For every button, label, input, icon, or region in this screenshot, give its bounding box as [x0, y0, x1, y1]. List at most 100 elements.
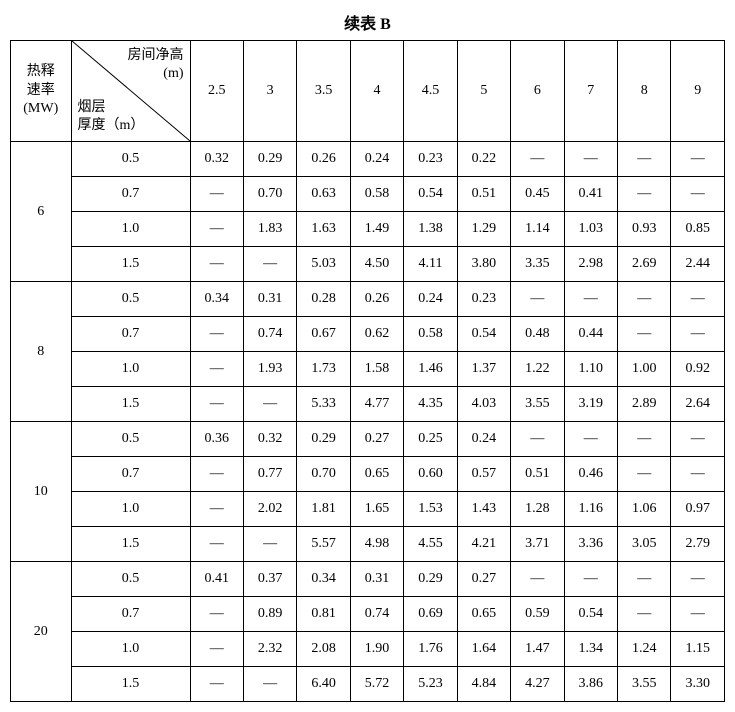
header-smoke-thickness: 烟层厚度（m）: [78, 99, 145, 135]
value-cell: 0.37: [243, 562, 296, 597]
table-row: 1.5——5.334.774.354.033.553.192.892.64: [11, 387, 725, 422]
value-cell: 0.51: [511, 457, 564, 492]
table-row: 0.7—0.770.700.650.600.570.510.46——: [11, 457, 725, 492]
value-cell: 0.54: [457, 317, 510, 352]
value-cell: 1.83: [243, 212, 296, 247]
value-cell: —: [243, 527, 296, 562]
value-cell: 4.98: [350, 527, 403, 562]
value-cell: 1.58: [350, 352, 403, 387]
value-cell: 4.50: [350, 247, 403, 282]
table-row: 80.50.340.310.280.260.240.23————: [11, 282, 725, 317]
value-cell: 2.64: [671, 387, 725, 422]
value-cell: 0.32: [243, 422, 296, 457]
thickness-cell: 0.7: [71, 177, 190, 212]
value-cell: 4.21: [457, 527, 510, 562]
col-header: 2.5: [190, 41, 243, 142]
value-cell: 0.26: [297, 142, 350, 177]
value-cell: 1.76: [404, 632, 457, 667]
thickness-cell: 1.0: [71, 212, 190, 247]
thickness-cell: 0.7: [71, 317, 190, 352]
value-cell: 4.77: [350, 387, 403, 422]
table-row: 0.7—0.700.630.580.540.510.450.41——: [11, 177, 725, 212]
thickness-cell: 1.0: [71, 352, 190, 387]
value-cell: 0.26: [350, 282, 403, 317]
value-cell: —: [190, 597, 243, 632]
value-cell: 0.44: [564, 317, 617, 352]
value-cell: 0.34: [190, 282, 243, 317]
col-header: 8: [618, 41, 671, 142]
data-table: 热释速率(MW) 房间净高(m) 烟层厚度（m） 2.5 3 3.5 4 4.5…: [10, 40, 725, 702]
table-head: 热释速率(MW) 房间净高(m) 烟层厚度（m） 2.5 3 3.5 4 4.5…: [11, 41, 725, 142]
value-cell: 4.03: [457, 387, 510, 422]
value-cell: 0.54: [564, 597, 617, 632]
group-label: 6: [11, 142, 72, 282]
thickness-cell: 1.5: [71, 527, 190, 562]
value-cell: 0.74: [350, 597, 403, 632]
value-cell: 0.70: [297, 457, 350, 492]
value-cell: 0.29: [404, 562, 457, 597]
value-cell: 1.06: [618, 492, 671, 527]
value-cell: —: [243, 247, 296, 282]
value-cell: 0.65: [457, 597, 510, 632]
table-row: 60.50.320.290.260.240.230.22————: [11, 142, 725, 177]
value-cell: 0.63: [297, 177, 350, 212]
col-header: 7: [564, 41, 617, 142]
value-cell: 1.03: [564, 212, 617, 247]
value-cell: 0.62: [350, 317, 403, 352]
value-cell: 0.36: [190, 422, 243, 457]
value-cell: —: [671, 317, 725, 352]
value-cell: 0.22: [457, 142, 510, 177]
value-cell: —: [511, 282, 564, 317]
value-cell: 0.57: [457, 457, 510, 492]
value-cell: 0.58: [350, 177, 403, 212]
value-cell: 0.24: [457, 422, 510, 457]
value-cell: —: [671, 457, 725, 492]
value-cell: 1.14: [511, 212, 564, 247]
value-cell: 3.30: [671, 667, 725, 702]
value-cell: 5.03: [297, 247, 350, 282]
thickness-cell: 0.7: [71, 457, 190, 492]
value-cell: —: [511, 422, 564, 457]
value-cell: 0.67: [297, 317, 350, 352]
value-cell: 0.29: [243, 142, 296, 177]
header-heat-release: 热释速率(MW): [11, 41, 72, 142]
value-cell: 1.73: [297, 352, 350, 387]
value-cell: 1.16: [564, 492, 617, 527]
table-row: 1.5——6.405.725.234.844.273.863.553.30: [11, 667, 725, 702]
value-cell: 1.90: [350, 632, 403, 667]
value-cell: 0.32: [190, 142, 243, 177]
value-cell: 0.92: [671, 352, 725, 387]
table-row: 0.7—0.740.670.620.580.540.480.44——: [11, 317, 725, 352]
value-cell: 0.27: [457, 562, 510, 597]
value-cell: 0.28: [297, 282, 350, 317]
value-cell: 1.46: [404, 352, 457, 387]
table-row: 1.0—1.831.631.491.381.291.141.030.930.85: [11, 212, 725, 247]
value-cell: 0.54: [404, 177, 457, 212]
value-cell: 3.55: [511, 387, 564, 422]
value-cell: 2.32: [243, 632, 296, 667]
value-cell: —: [243, 387, 296, 422]
table-row: 0.7—0.890.810.740.690.650.590.54——: [11, 597, 725, 632]
value-cell: 0.41: [564, 177, 617, 212]
col-header: 4.5: [404, 41, 457, 142]
group-label: 10: [11, 422, 72, 562]
value-cell: 5.33: [297, 387, 350, 422]
table-row: 1.0—2.322.081.901.761.641.471.341.241.15: [11, 632, 725, 667]
value-cell: 0.46: [564, 457, 617, 492]
group-label: 8: [11, 282, 72, 422]
value-cell: 0.60: [404, 457, 457, 492]
value-cell: —: [190, 317, 243, 352]
value-cell: 1.22: [511, 352, 564, 387]
thickness-cell: 1.0: [71, 632, 190, 667]
value-cell: —: [190, 177, 243, 212]
value-cell: 1.64: [457, 632, 510, 667]
value-cell: 6.40: [297, 667, 350, 702]
value-cell: 0.65: [350, 457, 403, 492]
value-cell: 0.59: [511, 597, 564, 632]
value-cell: 0.58: [404, 317, 457, 352]
value-cell: —: [190, 667, 243, 702]
value-cell: 1.37: [457, 352, 510, 387]
value-cell: 2.02: [243, 492, 296, 527]
value-cell: 4.55: [404, 527, 457, 562]
value-cell: 3.55: [618, 667, 671, 702]
